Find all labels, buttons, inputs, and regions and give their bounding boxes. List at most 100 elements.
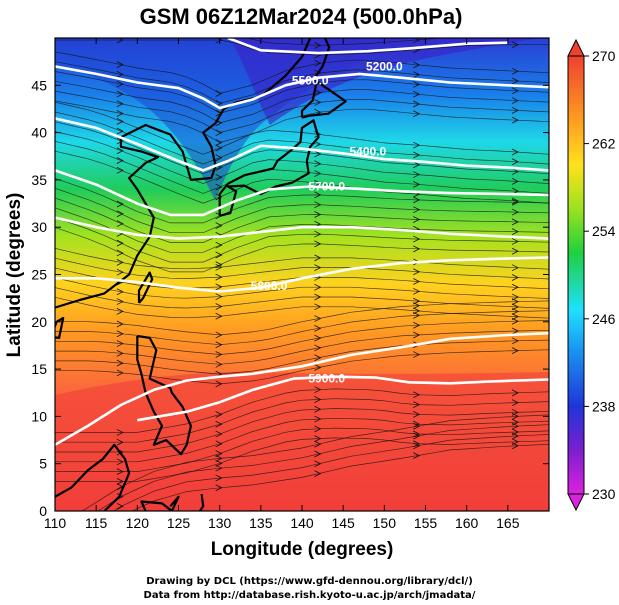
wind-arrow [314, 386, 322, 394]
wind-arrow [413, 245, 421, 253]
wind-arrow [413, 196, 421, 204]
streamline [55, 417, 549, 463]
wind-arrow [512, 38, 513, 39]
wind-arrow [215, 455, 223, 462]
wind-arrow [413, 171, 421, 178]
x-axis: 110 115 120 125 130 135 140 145 150 155 160 165 [44, 38, 520, 531]
y-tick-label: 30 [31, 219, 47, 235]
wind-arrow [511, 274, 519, 281]
streamline [55, 287, 549, 309]
streamline [55, 178, 549, 224]
wind-arrow [116, 200, 124, 208]
wind-arrow [413, 302, 421, 309]
y-tick-label: 25 [31, 267, 47, 283]
wind-arrow [116, 503, 124, 510]
credit-drawing: Drawing by DCL (https://www.gfd-dennou.o… [146, 576, 473, 587]
wind-arrow [116, 468, 124, 475]
wind-arrow [314, 440, 322, 448]
wind-arrow [116, 478, 124, 485]
streamline [55, 187, 549, 234]
streamline [55, 61, 549, 104]
cold-core [230, 38, 540, 125]
wind-arrow [215, 411, 223, 418]
wind-arrow [511, 228, 519, 236]
wind-arrow [314, 470, 322, 477]
wind-arrow [511, 197, 519, 205]
wind-arrow [314, 230, 322, 238]
wind-arrow [116, 288, 124, 296]
wind-arrow [314, 460, 322, 468]
y-tick-label: 5 [39, 456, 47, 472]
wind-arrow [314, 293, 322, 301]
colorbar-tick-label: 262 [592, 136, 616, 152]
wind-arrow [215, 430, 223, 438]
wind-arrow [215, 99, 223, 107]
x-tick-label: 125 [167, 515, 191, 531]
wind-arrow [215, 241, 223, 249]
wind-arrow [314, 140, 322, 148]
contour-label: 5200.0 [366, 59, 403, 73]
contour-label: 5500.0 [292, 74, 329, 88]
wind-arrow [314, 264, 322, 271]
contour-label: 5400.0 [350, 145, 387, 159]
wind-arrow [314, 89, 322, 96]
wind-arrow [413, 411, 421, 418]
wind-arrow [116, 220, 124, 227]
wind-arrow [116, 438, 124, 446]
wind-arrow [116, 268, 124, 276]
streamline [55, 408, 549, 453]
wind-arrow [215, 420, 223, 428]
wind-arrow [314, 315, 322, 322]
wind-arrow [215, 129, 223, 137]
wind-arrow [215, 351, 223, 358]
streamline [55, 349, 549, 385]
contour-label: 5800.0 [251, 279, 288, 293]
wind-arrow [413, 71, 421, 78]
colorbar-tick-label: 254 [592, 223, 616, 239]
wind-arrow [314, 324, 322, 332]
wind-arrow [215, 183, 223, 191]
x-tick-label: 135 [249, 515, 273, 531]
wind-arrow [511, 77, 519, 85]
wind-arrow [413, 442, 421, 450]
wind-arrow [116, 90, 124, 98]
x-tick-label: 150 [373, 515, 397, 531]
wind-arrow [511, 107, 519, 114]
wind-arrow [215, 263, 223, 271]
streamline [55, 111, 549, 165]
wind-arrow [215, 293, 223, 301]
wind-arrow [413, 287, 421, 295]
streamline [55, 51, 549, 94]
wind-arrow [413, 391, 421, 399]
wind-arrow [413, 422, 421, 430]
colorbar-ticks: 230 238 246 254 262 270 [584, 48, 616, 502]
wind-arrow [413, 180, 421, 188]
wind-arrow [314, 415, 322, 423]
contour-label: 5700.0 [308, 180, 345, 194]
colorbar: 230 238 246 254 262 270 [567, 38, 616, 512]
height-contour [55, 216, 549, 240]
wind-arrow [413, 430, 421, 438]
y-tick-label: 40 [31, 125, 47, 141]
wind-arrow [215, 380, 223, 388]
wind-arrow [511, 178, 519, 185]
wind-arrow [116, 166, 124, 174]
wind-arrow [314, 344, 322, 352]
wind-arrow [511, 432, 519, 440]
y-axis: 0 5 10 15 20 25 30 35 40 45 [31, 77, 549, 519]
streamline [112, 434, 549, 511]
wind-arrow [117, 513, 123, 519]
wind-arrow [116, 349, 124, 357]
wind-arrow [314, 364, 322, 371]
wind-arrow [511, 41, 519, 49]
wind-arrow [511, 218, 519, 226]
wind-arrow [511, 158, 519, 166]
x-tick-label: 120 [126, 515, 150, 531]
wind-arrow [511, 238, 519, 245]
streamline [55, 248, 549, 270]
colorbar-tick-label: 230 [592, 486, 616, 502]
wind-arrow [511, 422, 519, 430]
wind-arrow [413, 432, 421, 440]
streamline [55, 300, 549, 336]
